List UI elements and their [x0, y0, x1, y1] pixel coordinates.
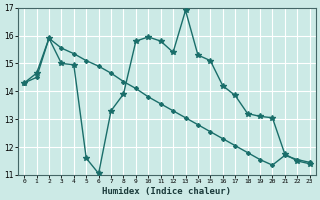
X-axis label: Humidex (Indice chaleur): Humidex (Indice chaleur)	[102, 187, 231, 196]
